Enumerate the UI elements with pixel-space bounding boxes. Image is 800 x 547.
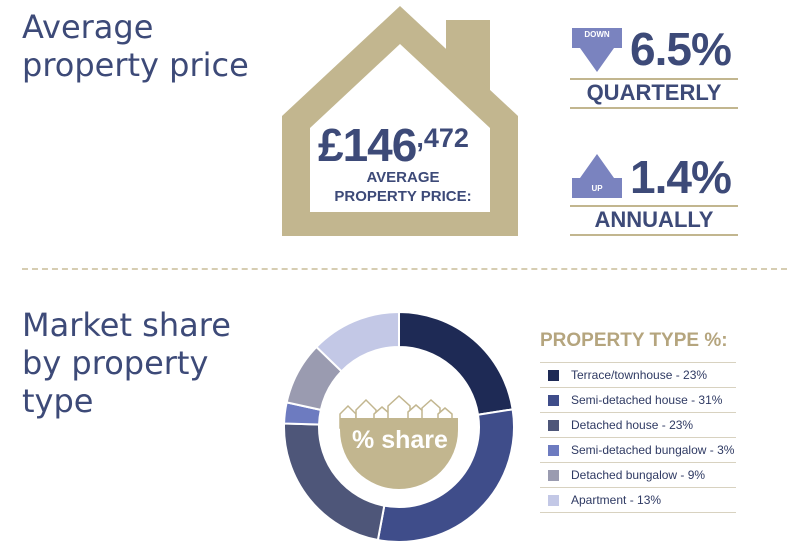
legend-swatch <box>548 394 559 406</box>
market-share-donut-chart <box>283 310 515 543</box>
legend-swatch <box>548 494 559 506</box>
legend-swatch <box>548 444 559 456</box>
house-icon <box>282 6 518 236</box>
arrow-down-icon <box>572 28 622 72</box>
annual-period-label: ANNUALLY <box>594 207 714 232</box>
down-badge: DOWN <box>584 30 610 39</box>
quarterly-rule-bottom <box>570 107 738 109</box>
legend-label: Semi-detached house - 31% <box>571 393 723 407</box>
legend-label: Detached house - 23% <box>571 418 694 432</box>
legend-item: Terrace/townhouse - 23% <box>540 362 736 387</box>
annual-rule-bottom <box>570 234 738 236</box>
section-divider <box>22 268 787 270</box>
legend-label: Terrace/townhouse - 23% <box>571 368 708 382</box>
section-heading-market-share: Market share by property type <box>22 306 231 420</box>
legend-item: Apartment - 13% <box>540 487 736 513</box>
annual-rule-top <box>570 205 738 207</box>
price-small: ,472 <box>416 123 469 153</box>
arrow-up-icon <box>572 154 622 198</box>
legend-label: Semi-detached bungalow - 3% <box>571 443 735 457</box>
legend-item: Detached bungalow - 9% <box>540 462 736 487</box>
quarterly-change-value: 6.5% <box>630 23 732 75</box>
legend-label: Detached bungalow - 9% <box>571 468 706 482</box>
legend-item: Semi-detached house - 31% <box>540 387 736 412</box>
legend-swatch <box>548 369 559 381</box>
quarterly-rule-top <box>570 78 738 80</box>
legend-title: PROPERTY TYPE %: <box>540 330 728 351</box>
legend-item: Semi-detached bungalow - 3% <box>540 437 736 462</box>
center-hill-base <box>340 418 458 430</box>
up-badge: UP <box>591 184 603 193</box>
section-heading-average-price: Average property price <box>22 8 249 84</box>
legend: Terrace/townhouse - 23% Semi-detached hou… <box>540 362 736 513</box>
donut-slice-apartment <box>315 310 400 373</box>
average-price-value: £146,472 <box>318 118 469 172</box>
legend-label: Apartment - 13% <box>571 493 662 507</box>
price-main: £146 <box>318 119 417 171</box>
annual-change-value: 1.4% <box>630 151 732 203</box>
center-hill <box>340 420 458 489</box>
legend-swatch <box>548 419 559 431</box>
quarterly-period-label: QUARTERLY <box>586 80 722 105</box>
legend-item: Detached house - 23% <box>540 412 736 437</box>
legend-swatch <box>548 469 559 481</box>
average-price-label: AVERAGE PROPERTY PRICE: <box>334 169 472 205</box>
donut-center-label: % share <box>352 426 448 454</box>
